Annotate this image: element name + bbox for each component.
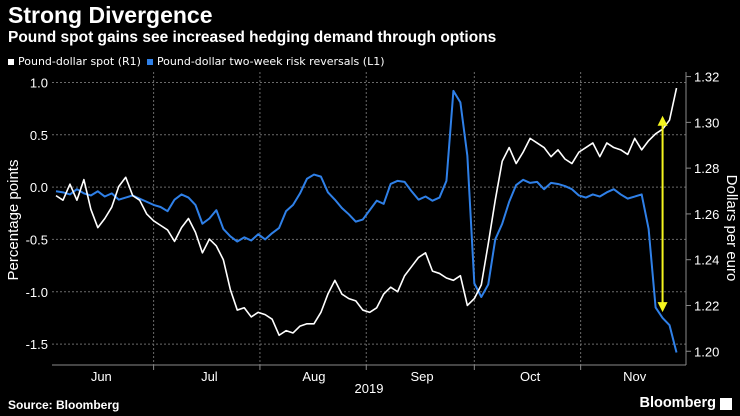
x-tick-label: Nov [623, 369, 647, 384]
y-tick-label-right: 1.32 [694, 70, 719, 85]
series-line-risk-reversals [55, 89, 678, 353]
legend-item-spot: Pound-dollar spot (R1) [8, 55, 141, 68]
annotation-arrow-head-top [657, 115, 668, 126]
y-axis-right: 1.32 1.30 1.28 1.26 1.24 1.22 1.20 [686, 70, 719, 359]
brand-logo: Bloomberg [639, 395, 716, 411]
y-tick-label-left: -0.5 [26, 232, 48, 247]
y-axis-title-left: Percentage points [5, 160, 22, 281]
grid [52, 72, 686, 365]
y-tick-label-left: 1.0 [30, 75, 48, 90]
y-tick-label-right: 1.28 [694, 161, 719, 176]
x-tick-label: Sep [410, 369, 433, 384]
series-line-spot [55, 87, 678, 337]
x-axis-title: 2019 [355, 381, 384, 396]
x-axis: Jun Jul Aug Sep Oct Nov [91, 365, 647, 384]
chart-subtitle: Pound spot gains see increased hedging d… [8, 29, 497, 46]
y-tick-label-right: 1.26 [694, 207, 719, 222]
y-tick-label-right: 1.20 [694, 344, 719, 359]
y-tick-label-left: -1.0 [26, 285, 48, 300]
y-axis-left: 1.0 0.5 0.0 -0.5 -1.0 -1.5 [26, 75, 48, 352]
x-tick-label: Jul [201, 369, 218, 384]
brand-mark-icon [720, 398, 732, 410]
legend-label-spot: Pound-dollar spot (R1) [18, 55, 141, 68]
y-tick-label-right: 1.22 [694, 298, 719, 313]
legend-swatch-risk [146, 58, 153, 65]
y-tick-label-right: 1.30 [694, 115, 719, 130]
legend: Pound-dollar spot (R1) Pound-dollar two-… [8, 55, 391, 68]
chart-title: Strong Divergence [8, 2, 213, 28]
y-tick-label-right: 1.24 [694, 253, 719, 268]
annotation-arrow-head-bottom [657, 302, 668, 313]
legend-item-risk: Pound-dollar two-week risk reversals (L1… [146, 55, 385, 68]
legend-swatch-spot [8, 58, 14, 65]
x-tick-label: Jun [91, 369, 112, 384]
y-axis-title-right: Dollars per euro [723, 175, 740, 282]
x-tick-label: Oct [520, 369, 541, 384]
x-tick-label: Aug [302, 369, 325, 384]
y-tick-label-left: 0.5 [30, 128, 48, 143]
source-note: Source: Bloomberg [8, 398, 120, 412]
annotation-arrow [657, 115, 668, 313]
y-tick-label-left: 0.0 [30, 180, 48, 195]
legend-label-risk: Pound-dollar two-week risk reversals (L1… [156, 55, 385, 68]
y-tick-label-left: -1.5 [26, 337, 48, 352]
